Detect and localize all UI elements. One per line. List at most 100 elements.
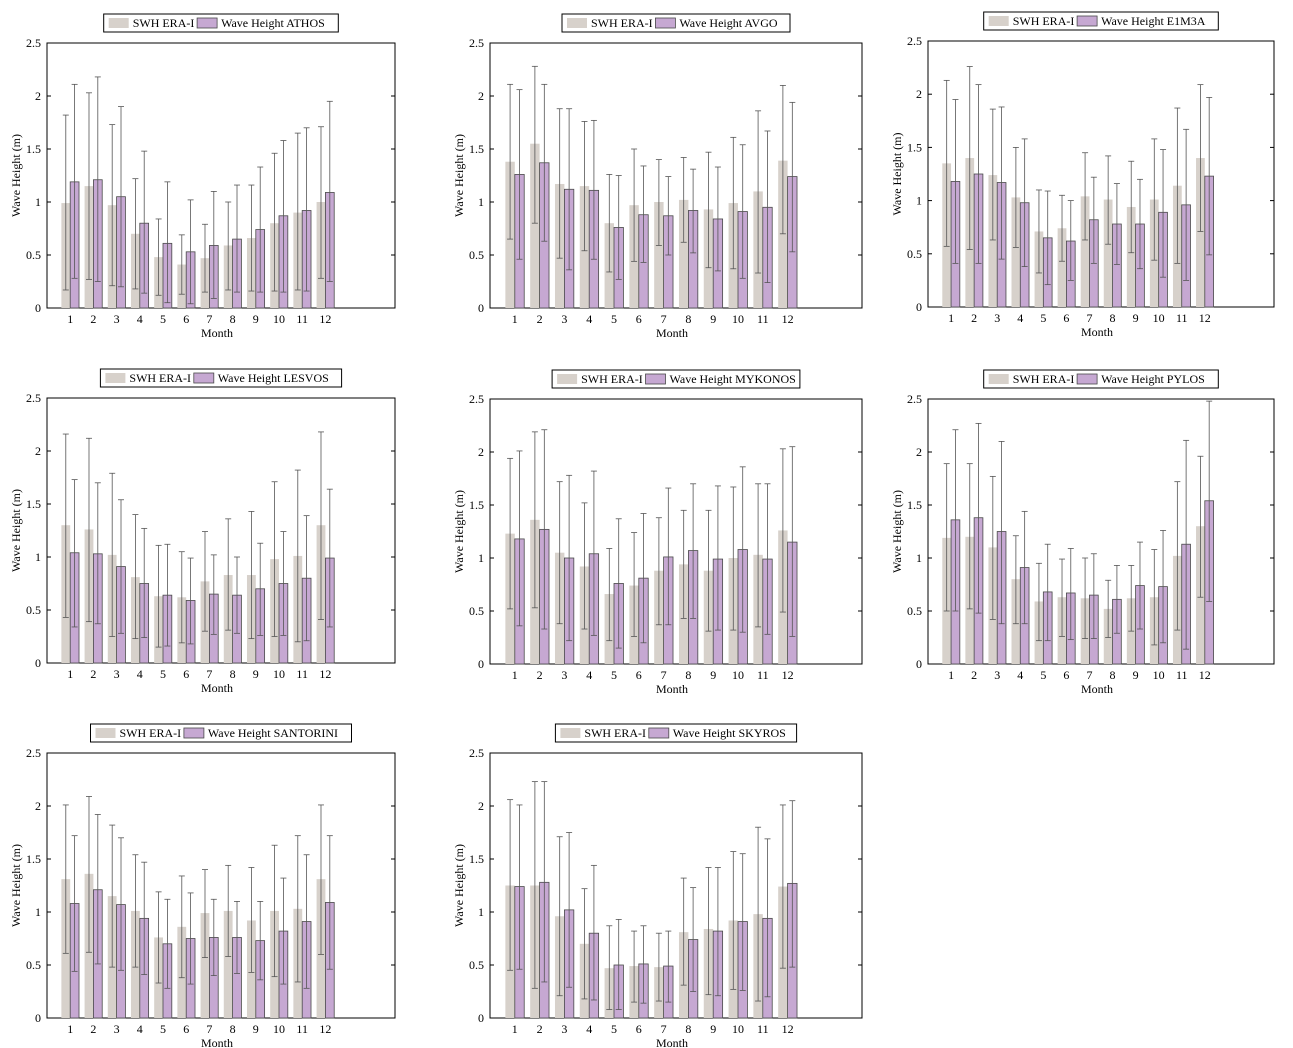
y-axis-label: Wave Height (m) [9, 134, 23, 217]
x-tick-label: 3 [994, 311, 1000, 325]
x-tick-label: 6 [183, 1022, 189, 1036]
bar-era [1057, 228, 1067, 307]
y-tick-label: 0.5 [469, 604, 484, 618]
x-tick-label: 4 [137, 667, 143, 681]
x-tick-label: 7 [661, 312, 667, 326]
legend-swatch-buoy [645, 373, 666, 385]
y-axis-label: Wave Height (m) [890, 132, 904, 215]
legend: SWH ERA-I Wave Height MYKONOS [551, 369, 801, 389]
y-tick-label: 1.5 [469, 852, 484, 866]
bar-era [988, 175, 998, 307]
y-tick-label: 1.5 [26, 497, 41, 511]
legend-swatch-era [95, 728, 116, 738]
legend-label-buoy: Wave Height SANTORINI [208, 726, 338, 740]
x-tick-label: 5 [611, 312, 617, 326]
plot-area [927, 40, 1275, 308]
x-tick-label: 12 [1199, 311, 1211, 325]
y-tick-label: 1 [35, 195, 41, 209]
y-tick-label: 2.5 [469, 36, 484, 50]
y-tick-label: 1 [916, 551, 922, 565]
y-tick-label: 0 [35, 301, 41, 315]
x-tick-label: 2 [537, 1022, 543, 1036]
bar-era [678, 199, 689, 308]
bar-era [1080, 196, 1090, 307]
y-tick-label: 0.5 [26, 248, 41, 262]
x-tick-label: 1 [948, 668, 954, 682]
x-tick-label: 6 [1063, 311, 1069, 325]
legend-label-era: SWH ERA-I [1013, 14, 1075, 28]
x-tick-label: 1 [512, 1022, 518, 1036]
x-tick-label: 3 [561, 668, 567, 682]
x-axis-label: Month [1081, 325, 1113, 339]
x-tick-label: 10 [273, 1022, 285, 1036]
x-tick-label: 6 [183, 312, 189, 326]
y-tick-label: 0.5 [907, 604, 922, 618]
y-tick-label: 1 [478, 551, 484, 565]
x-tick-label: 7 [206, 1022, 212, 1036]
x-tick-label: 9 [1133, 311, 1139, 325]
legend-swatch-era [988, 16, 1009, 26]
legend-swatch-era [557, 374, 578, 384]
x-tick-label: 3 [114, 312, 120, 326]
x-tick-label: 11 [296, 667, 308, 681]
plot-area [489, 398, 863, 665]
legend-swatch-buoy [193, 372, 215, 384]
legend: SWH ERA-I Wave Height SKYROS [554, 723, 798, 743]
legend: SWH ERA-I Wave Height ATHOS [103, 13, 339, 33]
legend-label-era: SWH ERA-I [584, 726, 646, 740]
x-tick-label: 2 [971, 311, 977, 325]
legend-label-buoy: Wave Height SKYROS [673, 726, 786, 740]
y-axis-label: Wave Height (m) [890, 490, 904, 573]
x-tick-label: 8 [685, 312, 691, 326]
y-axis-label: Wave Height (m) [9, 489, 23, 572]
y-axis-label: Wave Height (m) [452, 844, 466, 927]
x-tick-label: 9 [253, 312, 259, 326]
x-tick-label: 8 [1110, 668, 1116, 682]
legend: SWH ERA-I Wave Height AVGO [561, 13, 791, 33]
legend-label-era: SWH ERA-I [120, 726, 182, 740]
legend-label-buoy: Wave Height PYLOS [1101, 372, 1205, 386]
x-tick-label: 10 [732, 1022, 744, 1036]
bar-era [530, 143, 540, 308]
plot-area [46, 752, 396, 1019]
legend-box [561, 13, 791, 33]
y-tick-label: 2 [478, 445, 484, 459]
y-tick-label: 2 [478, 799, 484, 813]
y-tick-label: 2.5 [26, 746, 41, 760]
x-axis-label: Month [1081, 682, 1113, 696]
x-tick-label: 5 [160, 667, 166, 681]
y-tick-label: 1.5 [469, 498, 484, 512]
x-tick-label: 4 [137, 312, 143, 326]
x-tick-label: 3 [561, 312, 567, 326]
x-tick-label: 1 [67, 312, 73, 326]
x-tick-label: 1 [67, 1022, 73, 1036]
plot-area [927, 398, 1275, 665]
x-tick-label: 12 [319, 667, 331, 681]
x-tick-label: 10 [732, 668, 744, 682]
x-tick-label: 4 [586, 1022, 592, 1036]
x-tick-label: 5 [611, 668, 617, 682]
legend-box [983, 369, 1219, 389]
x-tick-label: 4 [586, 312, 592, 326]
x-tick-label: 3 [114, 1022, 120, 1036]
legend-label-buoy: Wave Height MYKONOS [670, 372, 796, 386]
y-tick-label: 0.5 [469, 248, 484, 262]
y-tick-label: 2 [35, 799, 41, 813]
y-tick-label: 2 [916, 445, 922, 459]
y-tick-label: 1.5 [469, 142, 484, 156]
y-tick-label: 0 [916, 300, 922, 314]
y-tick-label: 0 [916, 657, 922, 671]
x-tick-label: 11 [757, 1022, 769, 1036]
y-tick-label: 0.5 [26, 958, 41, 972]
bar-era [1196, 158, 1205, 307]
legend-label-era: SWH ERA-I [129, 371, 191, 385]
legend-box [99, 368, 343, 388]
x-tick-label: 10 [273, 667, 285, 681]
x-tick-label: 5 [611, 1022, 617, 1036]
legend-box [103, 13, 339, 33]
legend-box [554, 723, 798, 743]
y-tick-label: 2.5 [469, 746, 484, 760]
legend-swatch-era [105, 373, 126, 383]
